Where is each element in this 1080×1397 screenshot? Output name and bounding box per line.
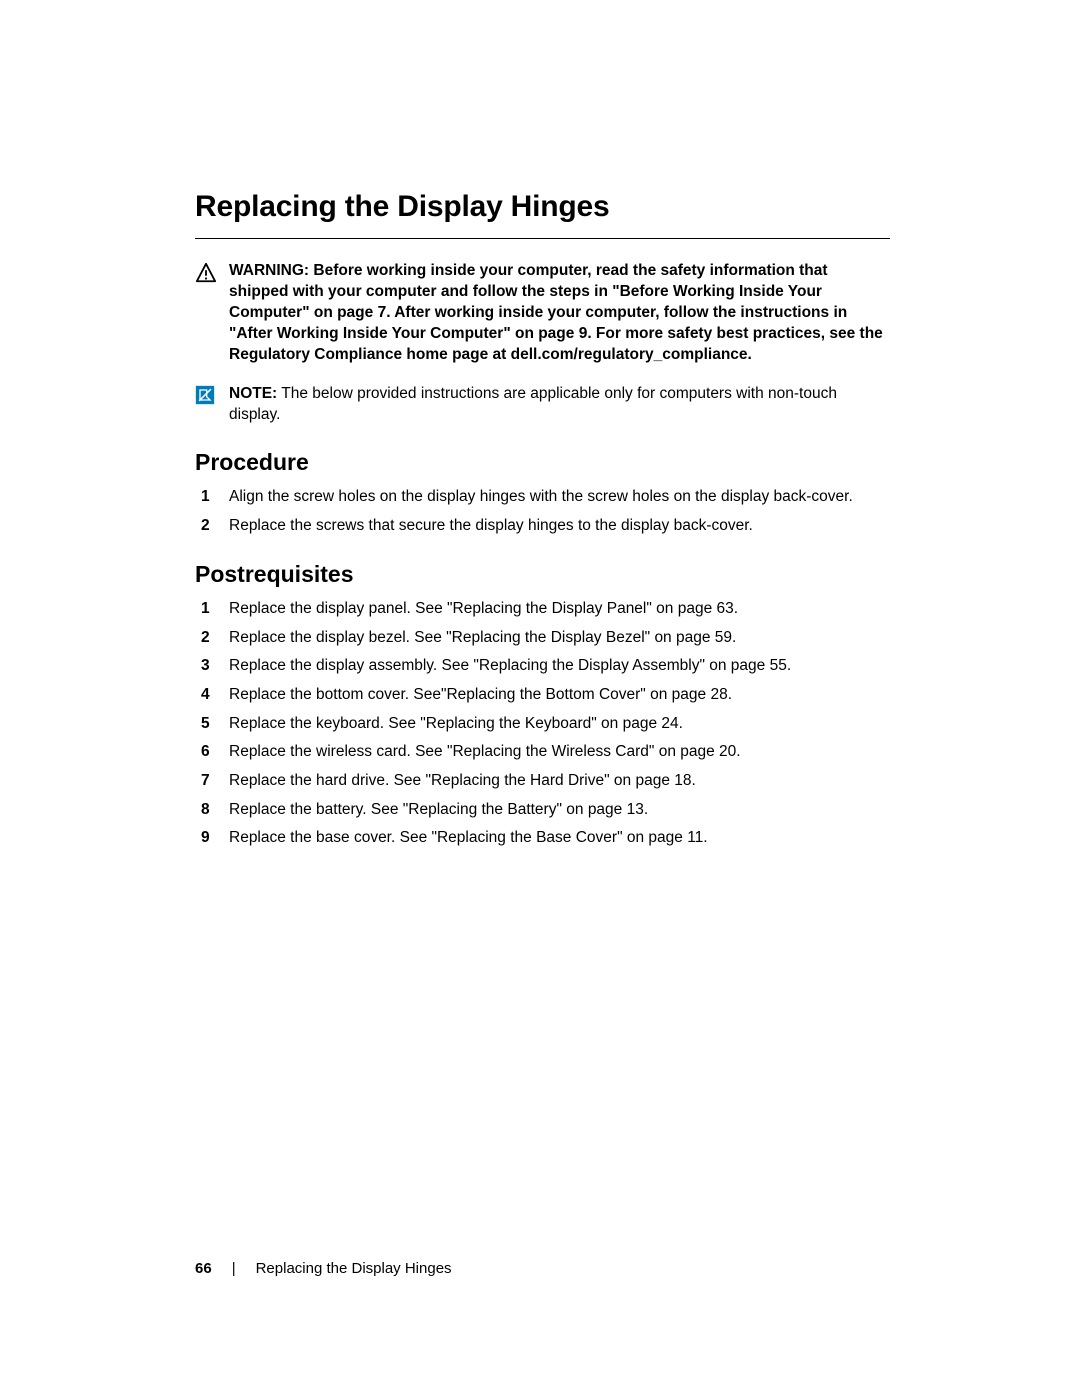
note-body: The below provided instructions are appl… bbox=[229, 385, 837, 423]
list-item: Replace the base cover. See "Replacing t… bbox=[195, 827, 890, 849]
warning-callout: WARNING: Before working inside your comp… bbox=[195, 261, 890, 366]
postrequisites-list: Replace the display panel. See "Replacin… bbox=[195, 598, 890, 849]
note-callout: NOTE: The below provided instructions ar… bbox=[195, 384, 890, 426]
list-item: Replace the display assembly. See "Repla… bbox=[195, 655, 890, 677]
page-title: Replacing the Display Hinges bbox=[195, 190, 890, 224]
postrequisites-heading: Postrequisites bbox=[195, 561, 890, 588]
note-label: NOTE: bbox=[229, 385, 277, 402]
list-item: Replace the display panel. See "Replacin… bbox=[195, 598, 890, 620]
note-text: NOTE: The below provided instructions ar… bbox=[229, 384, 890, 426]
list-item: Replace the keyboard. See "Replacing the… bbox=[195, 713, 890, 735]
list-item: Replace the bottom cover. See"Replacing … bbox=[195, 684, 890, 706]
warning-text: WARNING: Before working inside your comp… bbox=[229, 261, 890, 366]
title-rule bbox=[195, 238, 890, 239]
list-item: Replace the battery. See "Replacing the … bbox=[195, 799, 890, 821]
procedure-list: Align the screw holes on the display hin… bbox=[195, 486, 890, 536]
document-page: Replacing the Display Hinges WARNING: Be… bbox=[0, 0, 1080, 1397]
warning-body: Before working inside your computer, rea… bbox=[229, 262, 883, 363]
page-number: 66 bbox=[195, 1260, 212, 1277]
warning-label: WARNING: bbox=[229, 262, 309, 279]
list-item: Replace the wireless card. See "Replacin… bbox=[195, 741, 890, 763]
list-item: Replace the screws that secure the displ… bbox=[195, 515, 890, 537]
note-icon bbox=[195, 385, 217, 407]
procedure-heading: Procedure bbox=[195, 449, 890, 476]
footer-title: Replacing the Display Hinges bbox=[256, 1260, 452, 1277]
warning-icon bbox=[195, 262, 217, 284]
list-item: Align the screw holes on the display hin… bbox=[195, 486, 890, 508]
footer-separator: | bbox=[232, 1260, 236, 1277]
list-item: Replace the display bezel. See "Replacin… bbox=[195, 627, 890, 649]
list-item: Replace the hard drive. See "Replacing t… bbox=[195, 770, 890, 792]
page-footer: 66 | Replacing the Display Hinges bbox=[195, 1260, 452, 1277]
